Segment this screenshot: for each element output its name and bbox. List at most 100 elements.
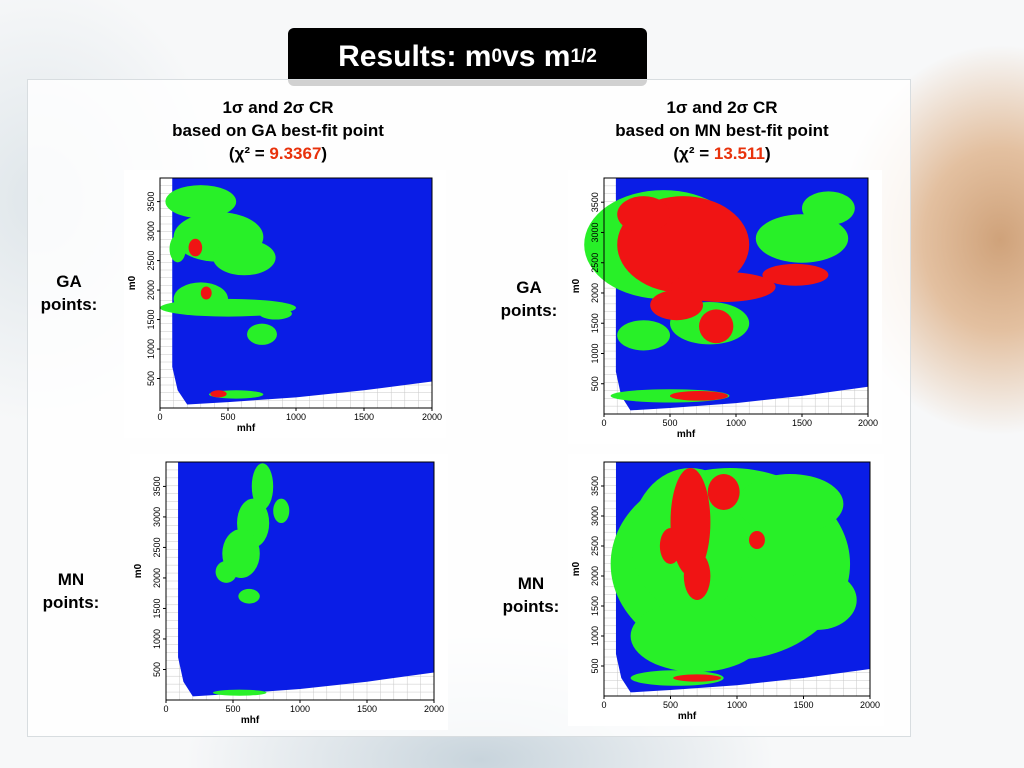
column-header-mn: 1σ and 2σ CR based on MN best-fit point … [572, 96, 872, 165]
sigma2-region [173, 282, 228, 316]
sigma1-region [659, 528, 682, 564]
row-label-ga-left: GA points: [28, 270, 110, 316]
cr-regions [212, 463, 290, 696]
y-tick-label: 3000 [590, 222, 600, 242]
cr-regions [584, 190, 855, 403]
x-axis-label: mhf [677, 429, 696, 440]
row-label-ga-left-line2: points: [40, 295, 98, 314]
col-ga-chi-suffix: ) [321, 144, 328, 163]
x-axis-label: mhf [678, 711, 697, 722]
col-mn-chi-prefix: (χ² = [673, 144, 714, 163]
row-label-mn-left-line2: points: [42, 593, 100, 612]
plot-mn-mn: 0 500 1000 1500 2000 500 1000 1500 2000 2500 3000 3… [568, 454, 884, 726]
x-axis-label: mhf [241, 715, 260, 726]
row-label-ga-left-line1: GA [56, 272, 82, 291]
x-tick-label: 500 [662, 418, 677, 428]
x-tick-label: 1000 [726, 418, 746, 428]
y-tick-label: 1500 [590, 596, 600, 616]
chart-mn-points-mn-fit: 0 500 1000 1500 2000 500 1000 1500 2000 2500 3000 3… [571, 461, 880, 722]
plot-mn-ga: 0 500 1000 1500 2000 500 1000 1500 2000 2500 3000 3… [130, 454, 448, 730]
x-tick-label: 500 [663, 700, 678, 710]
y-tick-label: 500 [590, 376, 600, 391]
x-tick-label: 0 [163, 704, 168, 714]
x-tick-label: 500 [225, 704, 240, 714]
chart-mn-points-ga-fit: 0 500 1000 1500 2000 500 1000 1500 2000 2500 3000 3… [133, 461, 444, 726]
y-axis-label: m0 [133, 563, 144, 578]
x-tick-label: 1000 [727, 700, 747, 710]
col-mn-chi: (χ² = 13.511) [572, 142, 872, 165]
x-tick-label: 0 [157, 412, 162, 422]
y-tick-label: 1500 [152, 598, 162, 618]
sigma1-region [673, 674, 722, 682]
sigma2-region [212, 689, 267, 696]
sigma1-region [762, 263, 829, 286]
y-tick-label: 2000 [146, 280, 156, 300]
x-tick-label: 1500 [354, 412, 374, 422]
x-tick-label: 0 [601, 700, 606, 710]
y-tick-label: 1000 [152, 629, 162, 649]
sigma1-region [617, 196, 670, 233]
row-label-ga-right-line2: points: [500, 301, 558, 320]
y-tick-label: 1500 [146, 310, 156, 330]
y-tick-label: 3500 [590, 192, 600, 212]
chart-ga-points-ga-fit: 0 500 1000 1500 2000 500 1000 1500 2000 2500 3000 3… [127, 177, 442, 434]
allowed-region [178, 462, 434, 697]
plot-ga-ga: 0 500 1000 1500 2000 500 1000 1500 2000 2500 3000 3… [124, 170, 446, 438]
sigma2-region [259, 307, 292, 320]
chart-ga-points-mn-fit: 0 500 1000 1500 2000 500 1000 1500 2000 2500 3000 3… [571, 177, 878, 440]
sigma2-region [273, 498, 290, 524]
x-tick-label: 1500 [357, 704, 377, 714]
y-tick-label: 2500 [590, 253, 600, 273]
sigma2-region [630, 600, 764, 672]
col-ga-chi-value: 9.3367 [269, 144, 322, 163]
x-tick-label: 2000 [858, 418, 878, 428]
row-label-mn-right-line2: points: [502, 597, 560, 616]
col-ga-line1: 1σ and 2σ CR [222, 98, 334, 117]
sigma1-region [699, 309, 734, 344]
sigma1-region [210, 390, 227, 398]
plot-ga-mn: 0 500 1000 1500 2000 500 1000 1500 2000 2500 3000 3… [568, 170, 882, 444]
row-label-mn-left: MN points: [30, 568, 112, 614]
sigma2-region [215, 560, 238, 583]
sigma2-region [776, 570, 857, 630]
sigma1-region [670, 391, 729, 401]
col-mn-line2: based on MN best-fit point [615, 121, 829, 140]
row-label-ga-right: GA points: [488, 276, 570, 322]
sigma1-region [748, 531, 765, 549]
x-tick-label: 500 [220, 412, 235, 422]
sigma2-region [247, 323, 277, 345]
sigma1-region [188, 238, 203, 257]
sigma1-region [683, 552, 711, 600]
col-mn-chi-suffix: ) [764, 144, 771, 163]
sigma2-region [251, 463, 274, 510]
col-mn-chi-value: 13.511 [713, 144, 765, 163]
x-tick-label: 1000 [290, 704, 310, 714]
x-tick-label: 2000 [422, 412, 442, 422]
col-ga-chi: (χ² = 9.3367) [128, 142, 428, 165]
y-axis-label: m0 [571, 278, 582, 293]
sigma2-region [737, 474, 844, 534]
sigma1-region [200, 286, 212, 300]
y-tick-label: 500 [590, 658, 600, 673]
cr-regions [160, 185, 296, 399]
row-label-mn-right: MN points: [490, 572, 572, 618]
y-tick-label: 3000 [146, 221, 156, 241]
row-label-mn-right-line1: MN [517, 574, 545, 593]
y-tick-label: 1500 [590, 313, 600, 333]
title-mid: vs m [502, 40, 571, 73]
y-tick-label: 3000 [590, 506, 600, 526]
x-axis-label: mhf [237, 423, 256, 434]
y-tick-label: 2500 [590, 536, 600, 556]
y-tick-label: 3000 [152, 507, 162, 527]
y-tick-label: 3500 [146, 192, 156, 212]
y-tick-label: 2500 [146, 251, 156, 271]
y-tick-label: 1000 [590, 343, 600, 363]
x-tick-label: 2000 [424, 704, 444, 714]
sigma2-region [165, 185, 237, 219]
y-tick-label: 2000 [152, 568, 162, 588]
title-sub1: 1/2 [570, 46, 597, 67]
row-label-mn-left-line1: MN [57, 570, 85, 589]
y-tick-label: 2500 [152, 537, 162, 557]
y-axis-label: m0 [571, 561, 582, 576]
